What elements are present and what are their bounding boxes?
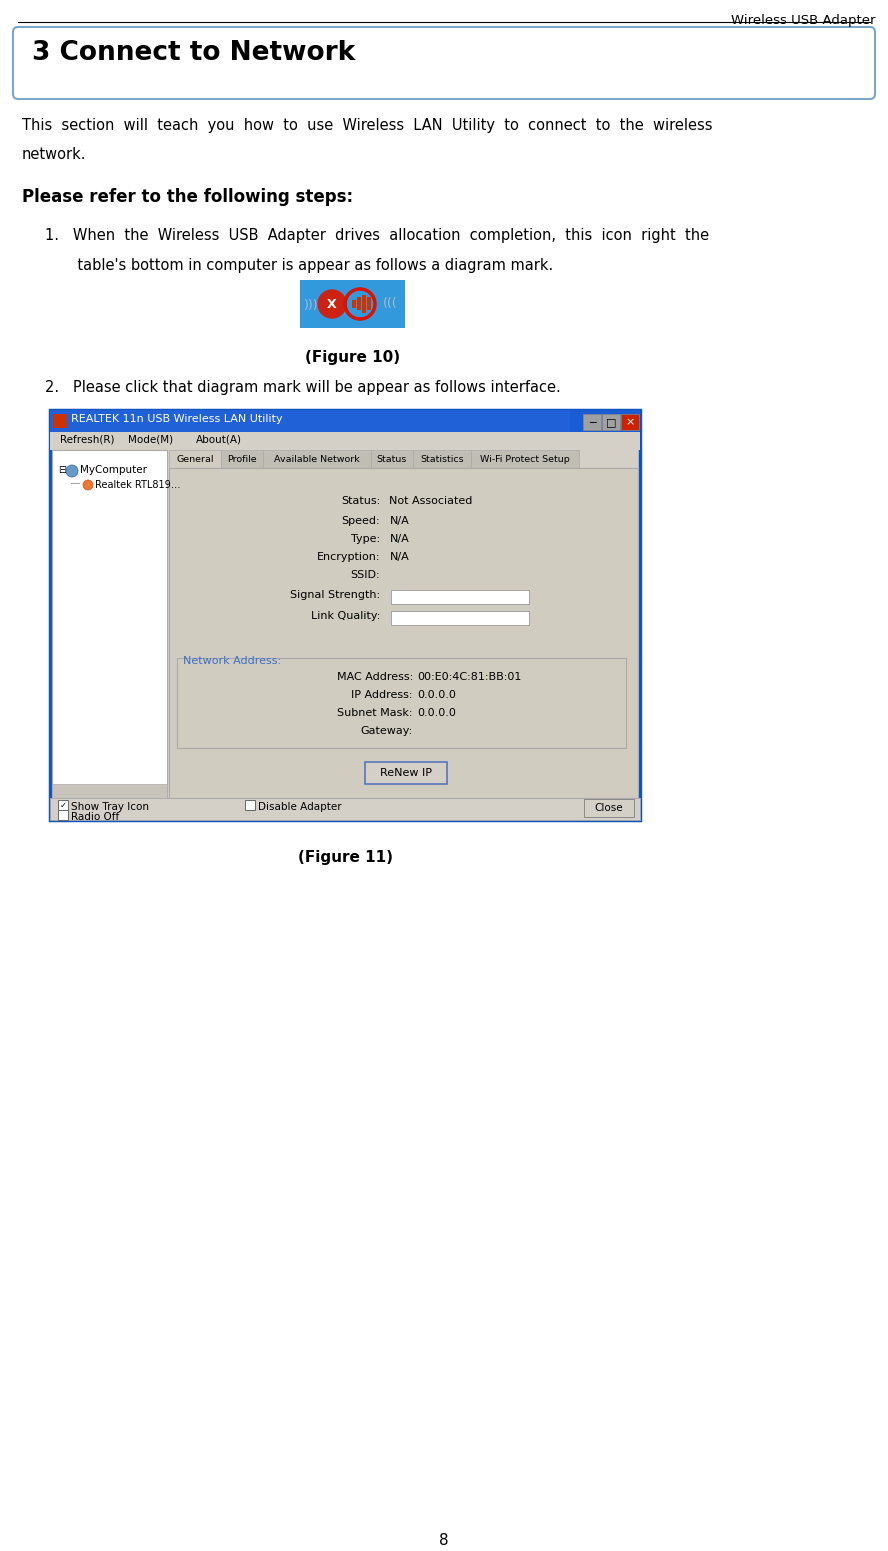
Text: 0.0.0.0: 0.0.0.0 [416, 707, 456, 718]
Text: Speed:: Speed: [341, 516, 380, 526]
Bar [367, 296, 371, 310]
Text: Realtek RTL819…: Realtek RTL819… [95, 479, 180, 490]
Bar [357, 296, 361, 310]
Text: N/A: N/A [390, 516, 409, 526]
Text: table's bottom in computer is appear as follows a diagram mark.: table's bottom in computer is appear as … [45, 257, 553, 273]
Text: ReNew IP: ReNew IP [380, 768, 432, 779]
Circle shape [83, 479, 93, 490]
Text: Refresh(R): Refresh(R) [60, 434, 115, 445]
Text: Gateway:: Gateway: [361, 726, 413, 737]
Text: Close: Close [595, 803, 623, 813]
Text: N/A: N/A [390, 534, 409, 544]
Text: Not Associated: Not Associated [390, 496, 472, 506]
Text: Show Tray Icon: Show Tray Icon [71, 802, 149, 813]
Text: 2.   Please click that diagram mark will be appear as follows interface.: 2. Please click that diagram mark will b… [45, 380, 560, 396]
Bar [471, 450, 579, 468]
Text: □: □ [606, 417, 616, 427]
Text: Network Address:: Network Address: [183, 656, 281, 665]
Bar [583, 414, 601, 430]
Text: (Figure 10): (Figure 10) [305, 351, 400, 364]
Text: Disable Adapter: Disable Adapter [258, 802, 342, 813]
Text: Profile: Profile [227, 454, 257, 464]
Text: Wireless USB Adapter: Wireless USB Adapter [731, 14, 875, 26]
Bar [169, 468, 638, 799]
Text: Subnet Mask:: Subnet Mask: [337, 707, 413, 718]
FancyBboxPatch shape [584, 799, 634, 817]
Text: Statistics: Statistics [420, 454, 464, 464]
Text: ✓: ✓ [59, 800, 67, 810]
Text: (((: ((( [383, 298, 397, 310]
Bar [58, 810, 68, 820]
Text: X: X [327, 298, 337, 310]
FancyBboxPatch shape [365, 762, 447, 783]
Bar [53, 414, 67, 428]
Text: 1.   When  the  Wireless  USB  Adapter  drives  allocation  completion,  this  i: 1. When the Wireless USB Adapter drives … [45, 228, 710, 244]
Text: )))): )))) [305, 298, 324, 312]
Text: Type:: Type: [351, 534, 380, 544]
Text: Mode(M): Mode(M) [128, 434, 173, 445]
Text: REALTEK 11n USB Wireless LAN Utility: REALTEK 11n USB Wireless LAN Utility [71, 414, 282, 423]
Text: ─: ─ [589, 417, 595, 427]
Bar [392, 611, 529, 625]
Bar [50, 409, 640, 820]
Text: 3 Connect to Network: 3 Connect to Network [32, 40, 355, 67]
Bar [52, 783, 167, 799]
Text: ×: × [625, 417, 635, 427]
Text: Radio Off: Radio Off [71, 813, 119, 822]
Text: 8: 8 [440, 1532, 448, 1548]
Bar [50, 799, 640, 820]
Text: This  section  will  teach  you  how  to  use  Wireless  LAN  Utility  to  conne: This section will teach you how to use W… [22, 118, 712, 133]
Text: Status: Status [377, 454, 408, 464]
Text: MyComputer: MyComputer [80, 465, 147, 475]
Bar [169, 450, 221, 468]
Text: Please refer to the following steps:: Please refer to the following steps: [22, 188, 353, 206]
Bar [263, 450, 371, 468]
Text: Link Quality:: Link Quality: [311, 611, 380, 620]
Bar [221, 450, 263, 468]
Text: Signal Strength:: Signal Strength: [289, 589, 380, 600]
Bar [392, 589, 529, 603]
Text: 0.0.0.0: 0.0.0.0 [416, 690, 456, 700]
Text: IP Address:: IP Address: [352, 690, 413, 700]
Text: (Figure 11): (Figure 11) [297, 850, 392, 865]
Text: SSID:: SSID: [351, 571, 380, 580]
Text: N/A: N/A [390, 552, 409, 561]
Circle shape [318, 290, 346, 318]
Bar [245, 800, 255, 810]
Bar [371, 450, 413, 468]
Bar [50, 433, 640, 450]
Text: Available Network: Available Network [274, 454, 360, 464]
Bar [352, 299, 356, 309]
Bar [362, 295, 366, 313]
Bar [602, 414, 620, 430]
Bar [52, 450, 167, 799]
Text: About(A): About(A) [196, 434, 242, 445]
Circle shape [66, 465, 78, 478]
Bar [50, 409, 570, 433]
FancyBboxPatch shape [13, 26, 875, 99]
Bar [58, 800, 68, 810]
Text: 00:E0:4C:81:BB:01: 00:E0:4C:81:BB:01 [416, 672, 521, 682]
Bar [413, 450, 471, 468]
Bar [177, 658, 626, 748]
Bar [621, 414, 639, 430]
Text: ⊟: ⊟ [58, 465, 66, 475]
Text: Status:: Status: [341, 496, 380, 506]
Bar [50, 409, 640, 433]
Text: General: General [176, 454, 214, 464]
Text: MAC Address:: MAC Address: [337, 672, 413, 682]
Bar [300, 281, 405, 327]
Text: ──: ── [70, 478, 80, 487]
Text: network.: network. [22, 147, 86, 161]
Text: Wi-Fi Protect Setup: Wi-Fi Protect Setup [480, 454, 570, 464]
Text: Encryption:: Encryption: [316, 552, 380, 561]
